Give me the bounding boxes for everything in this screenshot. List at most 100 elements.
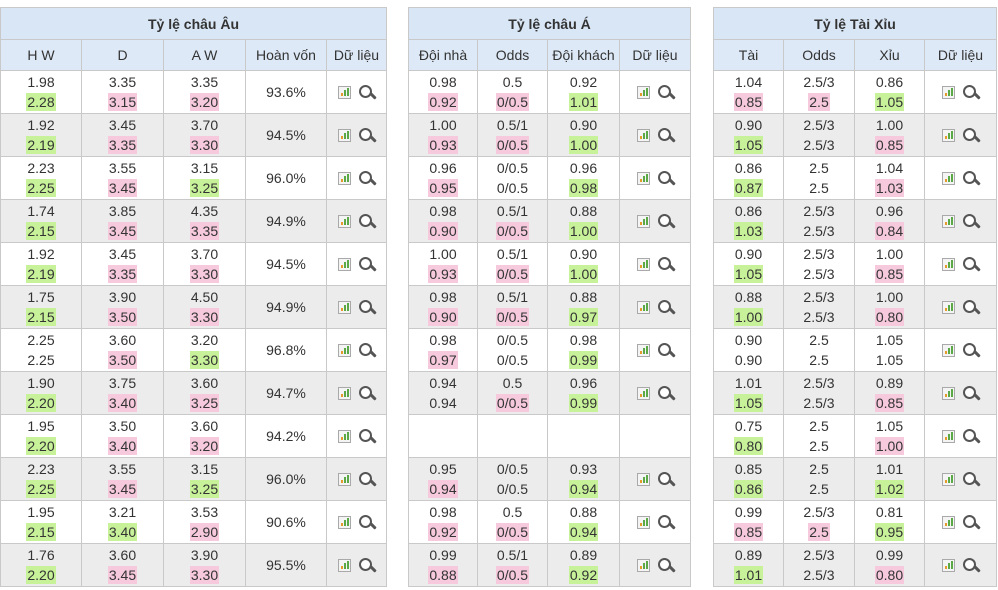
magnifier-icon[interactable] <box>359 170 375 187</box>
bar-chart-icon[interactable] <box>942 387 955 401</box>
magnifier-icon[interactable] <box>359 428 375 445</box>
bar-chart-icon-bar <box>347 174 349 183</box>
magnifier-icon[interactable] <box>963 84 979 101</box>
magnifier-icon[interactable] <box>963 170 979 187</box>
magnifier-icon[interactable] <box>657 385 674 402</box>
bar-chart-icon[interactable] <box>636 215 650 229</box>
bar-chart-icon[interactable] <box>942 473 955 487</box>
bar-chart-icon[interactable] <box>636 559 650 573</box>
bar-chart-icon[interactable] <box>636 387 650 401</box>
magnifier-icon[interactable] <box>963 514 979 531</box>
bar-chart-icon[interactable] <box>942 516 955 530</box>
magnifier-icon[interactable] <box>359 299 375 316</box>
magnifier-icon[interactable] <box>657 299 674 316</box>
magnifier-icon[interactable] <box>359 514 375 531</box>
magnifier-icon[interactable] <box>359 385 375 402</box>
col-header-data[interactable]: Dữ liệu <box>923 39 998 71</box>
col-header-over[interactable]: Tài <box>713 39 784 71</box>
col-header-under[interactable]: Xỉu <box>854 39 925 71</box>
under-odds-current: 0.80 <box>874 308 905 326</box>
over-odds-line: 0.85 <box>714 92 783 112</box>
magnifier-icon[interactable] <box>963 256 979 273</box>
magnifier-icon[interactable] <box>359 557 375 574</box>
bar-chart-icon[interactable] <box>338 258 351 272</box>
bar-chart-icon[interactable] <box>636 473 650 487</box>
bar-chart-icon[interactable] <box>338 473 351 487</box>
col-header-away[interactable]: Đội khách <box>547 39 620 71</box>
over-odds-opening: 0.86 <box>734 160 763 176</box>
handicap-odds: 0.5 0/0.5 <box>477 371 548 415</box>
bar-chart-icon[interactable] <box>338 129 351 143</box>
bar-chart-icon[interactable] <box>942 86 955 100</box>
magnifier-icon[interactable] <box>657 342 674 359</box>
over-odds: 0.88 1.00 <box>713 285 784 329</box>
bar-chart-icon[interactable] <box>338 387 351 401</box>
bar-chart-icon[interactable] <box>942 215 955 229</box>
bar-chart-icon[interactable] <box>338 86 351 100</box>
magnifier-icon[interactable] <box>963 342 979 359</box>
bar-chart-icon[interactable] <box>942 559 955 573</box>
home-odds-opening: 0.99 <box>429 547 457 563</box>
magnifier-icon[interactable] <box>963 127 979 144</box>
magnifier-icon[interactable] <box>359 471 375 488</box>
away-win-odds-opening: 4.50 <box>190 289 219 305</box>
bar-chart-icon[interactable] <box>338 172 351 186</box>
magnifier-icon[interactable] <box>657 471 674 488</box>
col-header-odds[interactable]: Odds <box>783 39 855 71</box>
bar-chart-icon[interactable] <box>942 301 955 315</box>
bar-chart-icon[interactable] <box>338 344 351 358</box>
magnifier-icon[interactable] <box>657 213 674 230</box>
bar-chart-icon[interactable] <box>942 344 955 358</box>
bar-chart-icon[interactable] <box>636 344 650 358</box>
magnifier-icon[interactable] <box>657 514 674 531</box>
bar-chart-icon[interactable] <box>636 258 650 272</box>
bar-chart-icon[interactable] <box>338 301 351 315</box>
magnifier-icon[interactable] <box>657 557 674 574</box>
magnifier-icon[interactable] <box>657 127 674 144</box>
bar-chart-icon[interactable] <box>636 172 650 186</box>
over-odds-line: 0.90 <box>714 244 783 264</box>
col-header-aw[interactable]: A W <box>163 39 246 71</box>
magnifier-icon[interactable] <box>657 170 674 187</box>
bar-chart-icon[interactable] <box>636 301 650 315</box>
over-odds-opening: 1.01 <box>734 375 763 391</box>
col-header-data[interactable]: Dữ liệu <box>618 39 692 71</box>
away-win-odds-current: 2.90 <box>189 523 220 541</box>
bar-chart-icon[interactable] <box>338 559 351 573</box>
bar-chart-icon[interactable] <box>338 215 351 229</box>
bar-chart-icon[interactable] <box>636 129 650 143</box>
bar-chart-icon[interactable] <box>338 516 351 530</box>
magnifier-icon[interactable] <box>657 84 674 101</box>
bar-chart-icon[interactable] <box>942 129 955 143</box>
col-header-data[interactable]: Dữ liệu <box>326 39 387 71</box>
magnifier-icon[interactable] <box>359 213 375 230</box>
magnifier-icon[interactable] <box>963 428 979 445</box>
magnifier-icon[interactable] <box>963 299 979 316</box>
away-win-odds-line: 3.30 <box>164 565 245 585</box>
bar-chart-icon[interactable] <box>338 430 351 444</box>
magnifier-icon[interactable] <box>657 256 674 273</box>
magnifier-icon[interactable] <box>963 557 979 574</box>
bar-chart-icon[interactable] <box>636 516 650 530</box>
bar-chart-icon[interactable] <box>942 430 955 444</box>
away-win-odds-line: 3.15 <box>164 158 245 178</box>
col-header-return[interactable]: Hoàn vốn <box>245 39 327 71</box>
magnifier-icon[interactable] <box>963 213 979 230</box>
magnifier-icon[interactable] <box>963 385 979 402</box>
magnifier-icon[interactable] <box>359 84 375 101</box>
bar-chart-icon[interactable] <box>942 172 955 186</box>
away-odds-line: 0.99 <box>548 393 619 413</box>
col-header-d[interactable]: D <box>81 39 164 71</box>
col-header-odds[interactable]: Odds <box>477 39 548 71</box>
magnifier-icon[interactable] <box>359 127 375 144</box>
magnifier-icon[interactable] <box>963 471 979 488</box>
magnifier-icon[interactable] <box>359 342 375 359</box>
away-odds-line: 0.96 <box>548 158 619 178</box>
bar-chart-icon-bar <box>645 174 648 183</box>
magnifier-icon[interactable] <box>359 256 375 273</box>
bar-chart-icon[interactable] <box>942 258 955 272</box>
away-win-odds-opening: 3.60 <box>190 375 219 391</box>
col-header-hw[interactable]: H W <box>0 39 82 71</box>
bar-chart-icon[interactable] <box>636 86 650 100</box>
col-header-home[interactable]: Đội nhà <box>408 39 478 71</box>
